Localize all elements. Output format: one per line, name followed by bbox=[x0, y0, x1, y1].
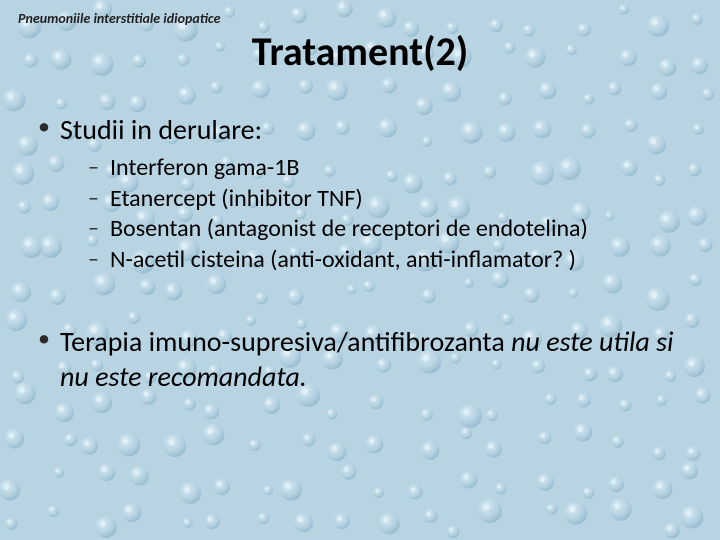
slide-title: Tratament(2) bbox=[18, 27, 702, 76]
vertical-spacer bbox=[18, 284, 702, 324]
bullet-list-level1-second: Terapia imuno-supresiva/antifibrozanta n… bbox=[18, 324, 702, 394]
slide-header-small: Pneumoniile interstitiale idiopatice bbox=[18, 10, 702, 27]
lvl1-text: Studii in derulare: bbox=[60, 112, 262, 147]
bullet-list-level1: Studii in derulare: Interferon gama-1B E… bbox=[18, 112, 702, 276]
bullet-list-level2: Interferon gama-1B Etanercept (inhibitor… bbox=[60, 153, 702, 276]
lvl1-item-studii: Studii in derulare: Interferon gama-1B E… bbox=[38, 112, 702, 276]
lvl2-item: N-acetil cisteina (anti-oxidant, anti-in… bbox=[88, 245, 702, 276]
slide-content: Pneumoniile interstitiale idiopatice Tra… bbox=[0, 0, 720, 540]
lvl2-item: Interferon gama-1B bbox=[88, 153, 702, 184]
lvl1-item-terapia: Terapia imuno-supresiva/antifibrozanta n… bbox=[38, 324, 702, 394]
lvl2-item: Etanercept (inhibitor TNF) bbox=[88, 184, 702, 215]
lvl1-text-prefix: Terapia imuno-supresiva/antifibrozanta bbox=[60, 324, 511, 359]
lvl2-item: Bosentan (antagonist de receptori de end… bbox=[88, 214, 702, 245]
